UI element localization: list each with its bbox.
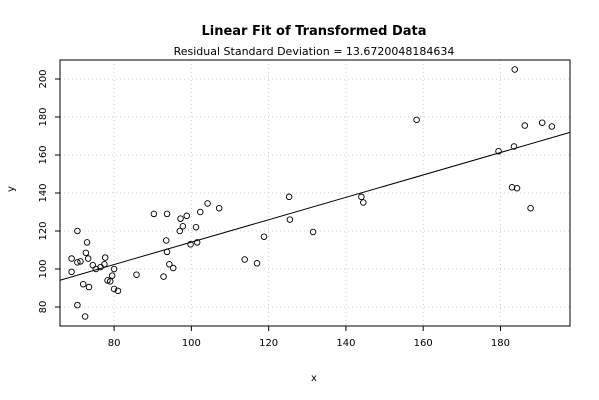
chart-subtitle: Residual Standard Deviation = 13.6720048…	[174, 45, 455, 58]
data-point	[495, 147, 502, 155]
data-point	[169, 264, 177, 272]
data-point	[89, 261, 97, 269]
data-point	[187, 241, 194, 248]
data-point	[110, 285, 118, 293]
data-point	[193, 239, 201, 246]
data-point	[548, 123, 556, 130]
data-point	[74, 227, 81, 235]
x-tick-label: 80	[108, 338, 121, 349]
data-point	[215, 204, 223, 212]
data-point	[162, 237, 170, 244]
data-point	[196, 208, 204, 216]
data-point	[74, 301, 81, 309]
y-tick-label: 200	[38, 69, 49, 88]
data-point	[183, 212, 190, 220]
data-point	[163, 248, 171, 256]
data-point	[360, 199, 367, 206]
data-point	[110, 265, 118, 273]
chart-title: Linear Fit of Transformed Data	[201, 24, 426, 39]
data-point	[358, 193, 365, 201]
y-axis-label: y	[6, 186, 17, 192]
data-point	[285, 193, 293, 201]
x-axis-label: x	[311, 373, 317, 384]
data-point	[166, 261, 173, 268]
data-point	[82, 249, 90, 257]
x-tick-label: 160	[414, 338, 433, 349]
subtitle-prefix: Residual Standard Deviation =	[174, 45, 346, 58]
data-point	[84, 255, 92, 262]
data-point	[538, 119, 546, 126]
data-point	[176, 227, 184, 235]
x-tick-label: 140	[336, 338, 355, 349]
data-point	[253, 260, 261, 267]
data-point	[413, 116, 420, 124]
data-point	[163, 210, 171, 218]
y-tick-label: 160	[38, 145, 49, 164]
data-point	[260, 233, 268, 240]
x-tick-label: 180	[491, 338, 510, 349]
data-point	[510, 143, 518, 150]
y-tick-label: 120	[38, 221, 49, 240]
data-point	[286, 216, 294, 223]
y-tick-label: 180	[38, 107, 49, 126]
data-point	[521, 122, 529, 129]
y-tick-label: 140	[38, 183, 49, 202]
data-point	[74, 259, 81, 266]
data-point	[179, 222, 187, 230]
data-point	[81, 313, 89, 320]
residual-sd-value: 13.6720048184634	[346, 45, 454, 58]
data-point	[192, 223, 200, 231]
data-point	[513, 184, 521, 192]
data-point	[85, 283, 93, 291]
data-point	[177, 215, 184, 222]
data-point	[106, 278, 114, 285]
fit-line-group	[59, 131, 571, 281]
data-point	[508, 184, 516, 191]
data-point	[77, 258, 84, 265]
fit-line	[59, 131, 571, 281]
data-point	[204, 200, 211, 207]
data-point	[83, 239, 91, 246]
data-point	[150, 210, 158, 218]
data-point	[101, 261, 108, 268]
data-point	[114, 287, 122, 295]
data-point	[527, 204, 534, 212]
axes: 80 100 120 140 160 180 80 100 120 140 160 180 200	[38, 69, 510, 349]
y-tick-label: 100	[38, 259, 49, 278]
data-point	[68, 255, 75, 262]
grid	[60, 60, 570, 326]
y-tick-label: 80	[38, 301, 49, 314]
data-point	[101, 254, 109, 261]
data-point	[68, 268, 75, 276]
x-tick-label: 120	[259, 338, 278, 349]
data-point	[511, 66, 519, 73]
data-point	[108, 272, 116, 279]
data-point	[241, 256, 248, 263]
data-point	[104, 277, 111, 284]
data-point	[309, 228, 317, 236]
data-point	[160, 273, 167, 280]
x-tick-label: 100	[182, 338, 201, 349]
data-point	[79, 280, 87, 288]
data-point	[133, 271, 140, 278]
scatter-points	[68, 66, 556, 320]
